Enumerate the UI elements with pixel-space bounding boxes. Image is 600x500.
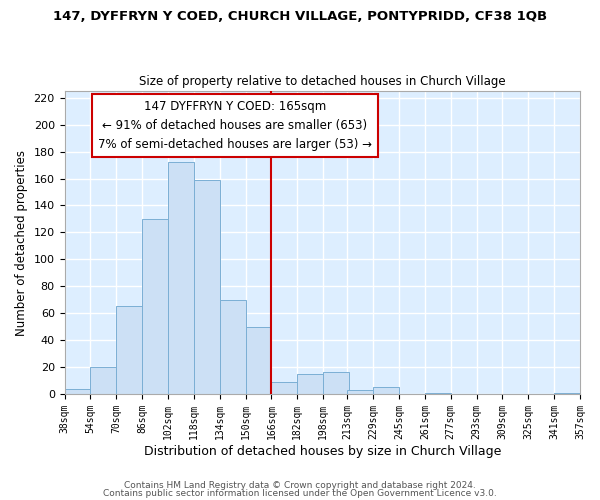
Bar [323,372,349,394]
Bar [142,219,168,394]
Bar [373,387,399,394]
Bar [347,390,373,394]
Bar [425,392,451,394]
Text: 147, DYFFRYN Y COED, CHURCH VILLAGE, PONTYPRIDD, CF38 1QB: 147, DYFFRYN Y COED, CHURCH VILLAGE, PON… [53,10,547,23]
Text: Contains HM Land Registry data © Crown copyright and database right 2024.: Contains HM Land Registry data © Crown c… [124,481,476,490]
Title: Size of property relative to detached houses in Church Village: Size of property relative to detached ho… [139,76,506,88]
Bar [297,374,323,394]
Text: Contains public sector information licensed under the Open Government Licence v3: Contains public sector information licen… [103,488,497,498]
Y-axis label: Number of detached properties: Number of detached properties [15,150,28,336]
Text: 147 DYFFRYN Y COED: 165sqm
← 91% of detached houses are smaller (653)
7% of semi: 147 DYFFRYN Y COED: 165sqm ← 91% of deta… [98,100,371,151]
Bar [271,382,297,394]
Bar [65,388,91,394]
Bar [194,180,220,394]
Bar [168,162,194,394]
Bar [245,326,271,394]
Bar [116,306,142,394]
Bar [220,300,245,394]
Bar [554,392,580,394]
Bar [91,367,116,394]
X-axis label: Distribution of detached houses by size in Church Village: Distribution of detached houses by size … [143,444,501,458]
